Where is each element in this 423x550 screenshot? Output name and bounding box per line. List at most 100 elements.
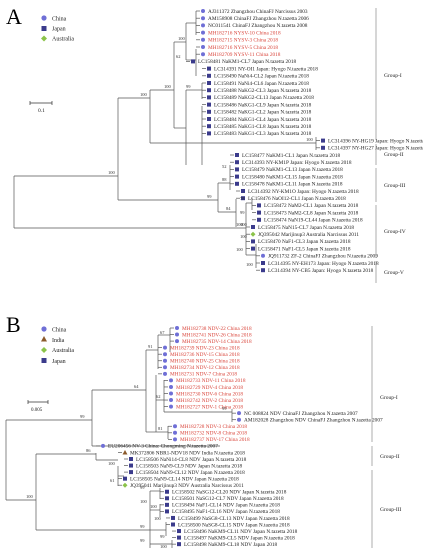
bootstrap-value: 100 [306, 137, 314, 142]
japan-square-marker-icon [235, 167, 239, 172]
australia-diamond-marker-icon [250, 231, 256, 237]
group-label-i: Group-I [380, 395, 398, 401]
taxon-label: MH182742 NDV-2 China 2018 [176, 398, 243, 404]
group-label-i: Group-I [384, 73, 402, 79]
japan-square-marker-icon [165, 509, 169, 514]
japan-square-marker-icon [241, 196, 245, 201]
taxon-label: MH182738 NDV-22 China 2018 [182, 326, 252, 332]
china-circle-marker-icon [201, 30, 205, 35]
panel-b-letter: B [6, 312, 21, 337]
china-circle-marker-icon [201, 52, 205, 57]
japan-square-marker-icon [261, 268, 265, 273]
taxon-label: MH182741 NDV-26 China 2018 [182, 332, 252, 338]
panel-a-group-labels: Group-I Group-II Group-III Group-IV Grou… [384, 73, 406, 276]
japan-square-marker-icon [165, 496, 169, 501]
china-circle-marker-icon [169, 391, 173, 396]
china-circle-marker-icon [261, 253, 265, 258]
taxon-label: MH182728 NDV-3 China 2018 [180, 424, 247, 430]
bootstrap-value: 100 [160, 544, 168, 549]
legend-china-circle-icon [41, 15, 47, 21]
bootstrap-value: 99 [160, 534, 165, 539]
taxon-label: LC158505 NaN9-CL14 NDV Japan N.tazetta 2… [130, 476, 239, 482]
taxon-label: LC158479 NaKM1-CL13 Japan N.tazetta 2018 [242, 167, 343, 173]
bootstrap-value: 67 [160, 330, 165, 335]
japan-square-marker-icon [191, 59, 195, 64]
japan-square-marker-icon [129, 470, 133, 475]
taxon-label: LC158473 NaM2-CL8 Japan N.tazetta 2018 [264, 210, 359, 216]
china-circle-marker-icon [163, 345, 167, 350]
china-circle-marker-icon [201, 23, 205, 28]
taxon-label: LC158502 NaSG12-CL20 NDV Japan N.tazetta… [172, 490, 287, 496]
taxon-label: MH182739 NDV-23 China 2018 [170, 345, 240, 351]
bootstrap-value: 100 [240, 234, 248, 239]
taxon-label: LC158476 NaOI12-CL1 Japan N.tazetta 2018 [248, 196, 346, 202]
bootstrap-value: 99 [207, 194, 212, 199]
bootstrap-value: 99 [80, 414, 85, 419]
japan-square-marker-icon [171, 515, 175, 520]
panel-a-legend: China Japan Australia [41, 15, 74, 43]
taxon-label: LC158501 NaSG12-CL7 NDV Japan N.tazetta … [172, 496, 284, 502]
bootstrap-value: 100 [154, 516, 162, 521]
taxon-label: AM182028 Zhangzhou NDV ChinaFJ Zhangzhou… [244, 418, 383, 424]
bootstrap-value: 100 [178, 36, 186, 41]
australia-diamond-marker-icon [122, 482, 128, 488]
taxon-label: LC158471 NaF1-CL5 Japan N.tazetta 2018 [258, 246, 351, 252]
japan-square-marker-icon [177, 529, 181, 534]
taxon-label: LC314392 NY-KM1O Japan: Hyogo N.tazetta … [248, 189, 359, 195]
taxon-label: MH182736 NDV-15 China 2018 [170, 352, 240, 358]
china-circle-marker-icon [173, 437, 177, 442]
bootstrap-value: 100 [140, 499, 148, 504]
taxon-label: MK372806 NBR1-NDV18 NDV India N.tazetta … [130, 450, 245, 456]
japan-square-marker-icon [207, 109, 211, 114]
taxon-label: LC158472 NaM2-CL1 Japan N.tazetta 2018 [264, 203, 359, 209]
japan-square-marker-icon [165, 489, 169, 494]
legend-label-china: China [52, 17, 67, 23]
taxon-label: LC158484 NaKG1-CL4 Japan N.tazetta 2018 [214, 117, 312, 123]
bootstrap-value: 64 [134, 384, 139, 389]
bootstrap-value: 99 [140, 485, 145, 490]
bootstrap-value: 100 [140, 92, 148, 97]
china-circle-marker-icon [175, 339, 179, 344]
taxon-label: LC314395 NY-EH173 Japan: Hyogo N.tazetta… [268, 261, 379, 267]
japan-square-marker-icon [171, 522, 175, 527]
taxon-label: MH182740 NDV-25 China 2018 [170, 359, 240, 365]
panel-b-tree [5, 328, 233, 548]
china-circle-marker-icon [173, 424, 177, 429]
bootstrap-value: 84 [226, 206, 231, 211]
taxon-label: LC314391 NY-OI1 Japan: Hyogo N.tazetta 2… [214, 66, 318, 72]
taxon-label: LC158494 NaF1-CL14 NDV Japan N.tazetta 2… [172, 503, 280, 509]
taxon-label: LC158478 NaKM1-CL11 Japan N.tazetta 2018 [242, 182, 343, 188]
taxon-label: LC158483 NaKG1-CL3 Japan N.tazetta 2018 [214, 131, 312, 137]
panel-b-legend: China India Australia Japan [41, 326, 74, 365]
taxon-label: MH182732 NDV-8 China 2018 [180, 431, 247, 437]
panel-b-scale-label: 0.005 [31, 408, 43, 413]
taxon-label: LC158497 NaKM9-CL5 NDV Japan N.tazetta 2… [184, 535, 295, 541]
japan-square-marker-icon [241, 189, 245, 193]
group-label-iii: Group-III [380, 507, 402, 513]
taxon-label: LC314397 NY-HG27 Japan: Hyogo N.tazetta … [328, 146, 423, 152]
bootstrap-value: 86 [86, 448, 91, 453]
group-label-v: Group-V [384, 270, 404, 276]
bootstrap-value: 78 [240, 196, 245, 201]
japan-square-marker-icon [129, 457, 133, 461]
panel-b: B China India Australia Japan 0.005 [5, 312, 402, 549]
japan-square-marker-icon [321, 145, 325, 150]
taxon-label: LC158475 NaN15-CL7 Japan N.tazetta 2018 [258, 225, 354, 231]
bootstrap-value: 100 [236, 247, 244, 252]
japan-square-marker-icon [257, 203, 261, 208]
japan-square-marker-icon [177, 535, 181, 540]
legend-japan-square-icon [41, 26, 47, 31]
legend-label-japan: Japan [52, 359, 66, 365]
legend-label-australia: Australia [52, 37, 74, 43]
panel-a-letter: A [6, 4, 22, 29]
bootstrap-value: 62 [176, 54, 181, 59]
japan-square-marker-icon [235, 174, 239, 179]
legend-australia-diamond-icon [41, 347, 47, 353]
group-label-iii: Group-III [384, 183, 406, 189]
china-circle-marker-icon [169, 378, 173, 383]
legend-india-triangle-icon [41, 336, 47, 342]
bootstrap-value: 100 [240, 222, 248, 227]
china-circle-marker-icon [175, 326, 179, 330]
japan-square-marker-icon [235, 160, 239, 165]
taxon-label: MH182709 NYSV-11 China 2018 [208, 52, 281, 58]
